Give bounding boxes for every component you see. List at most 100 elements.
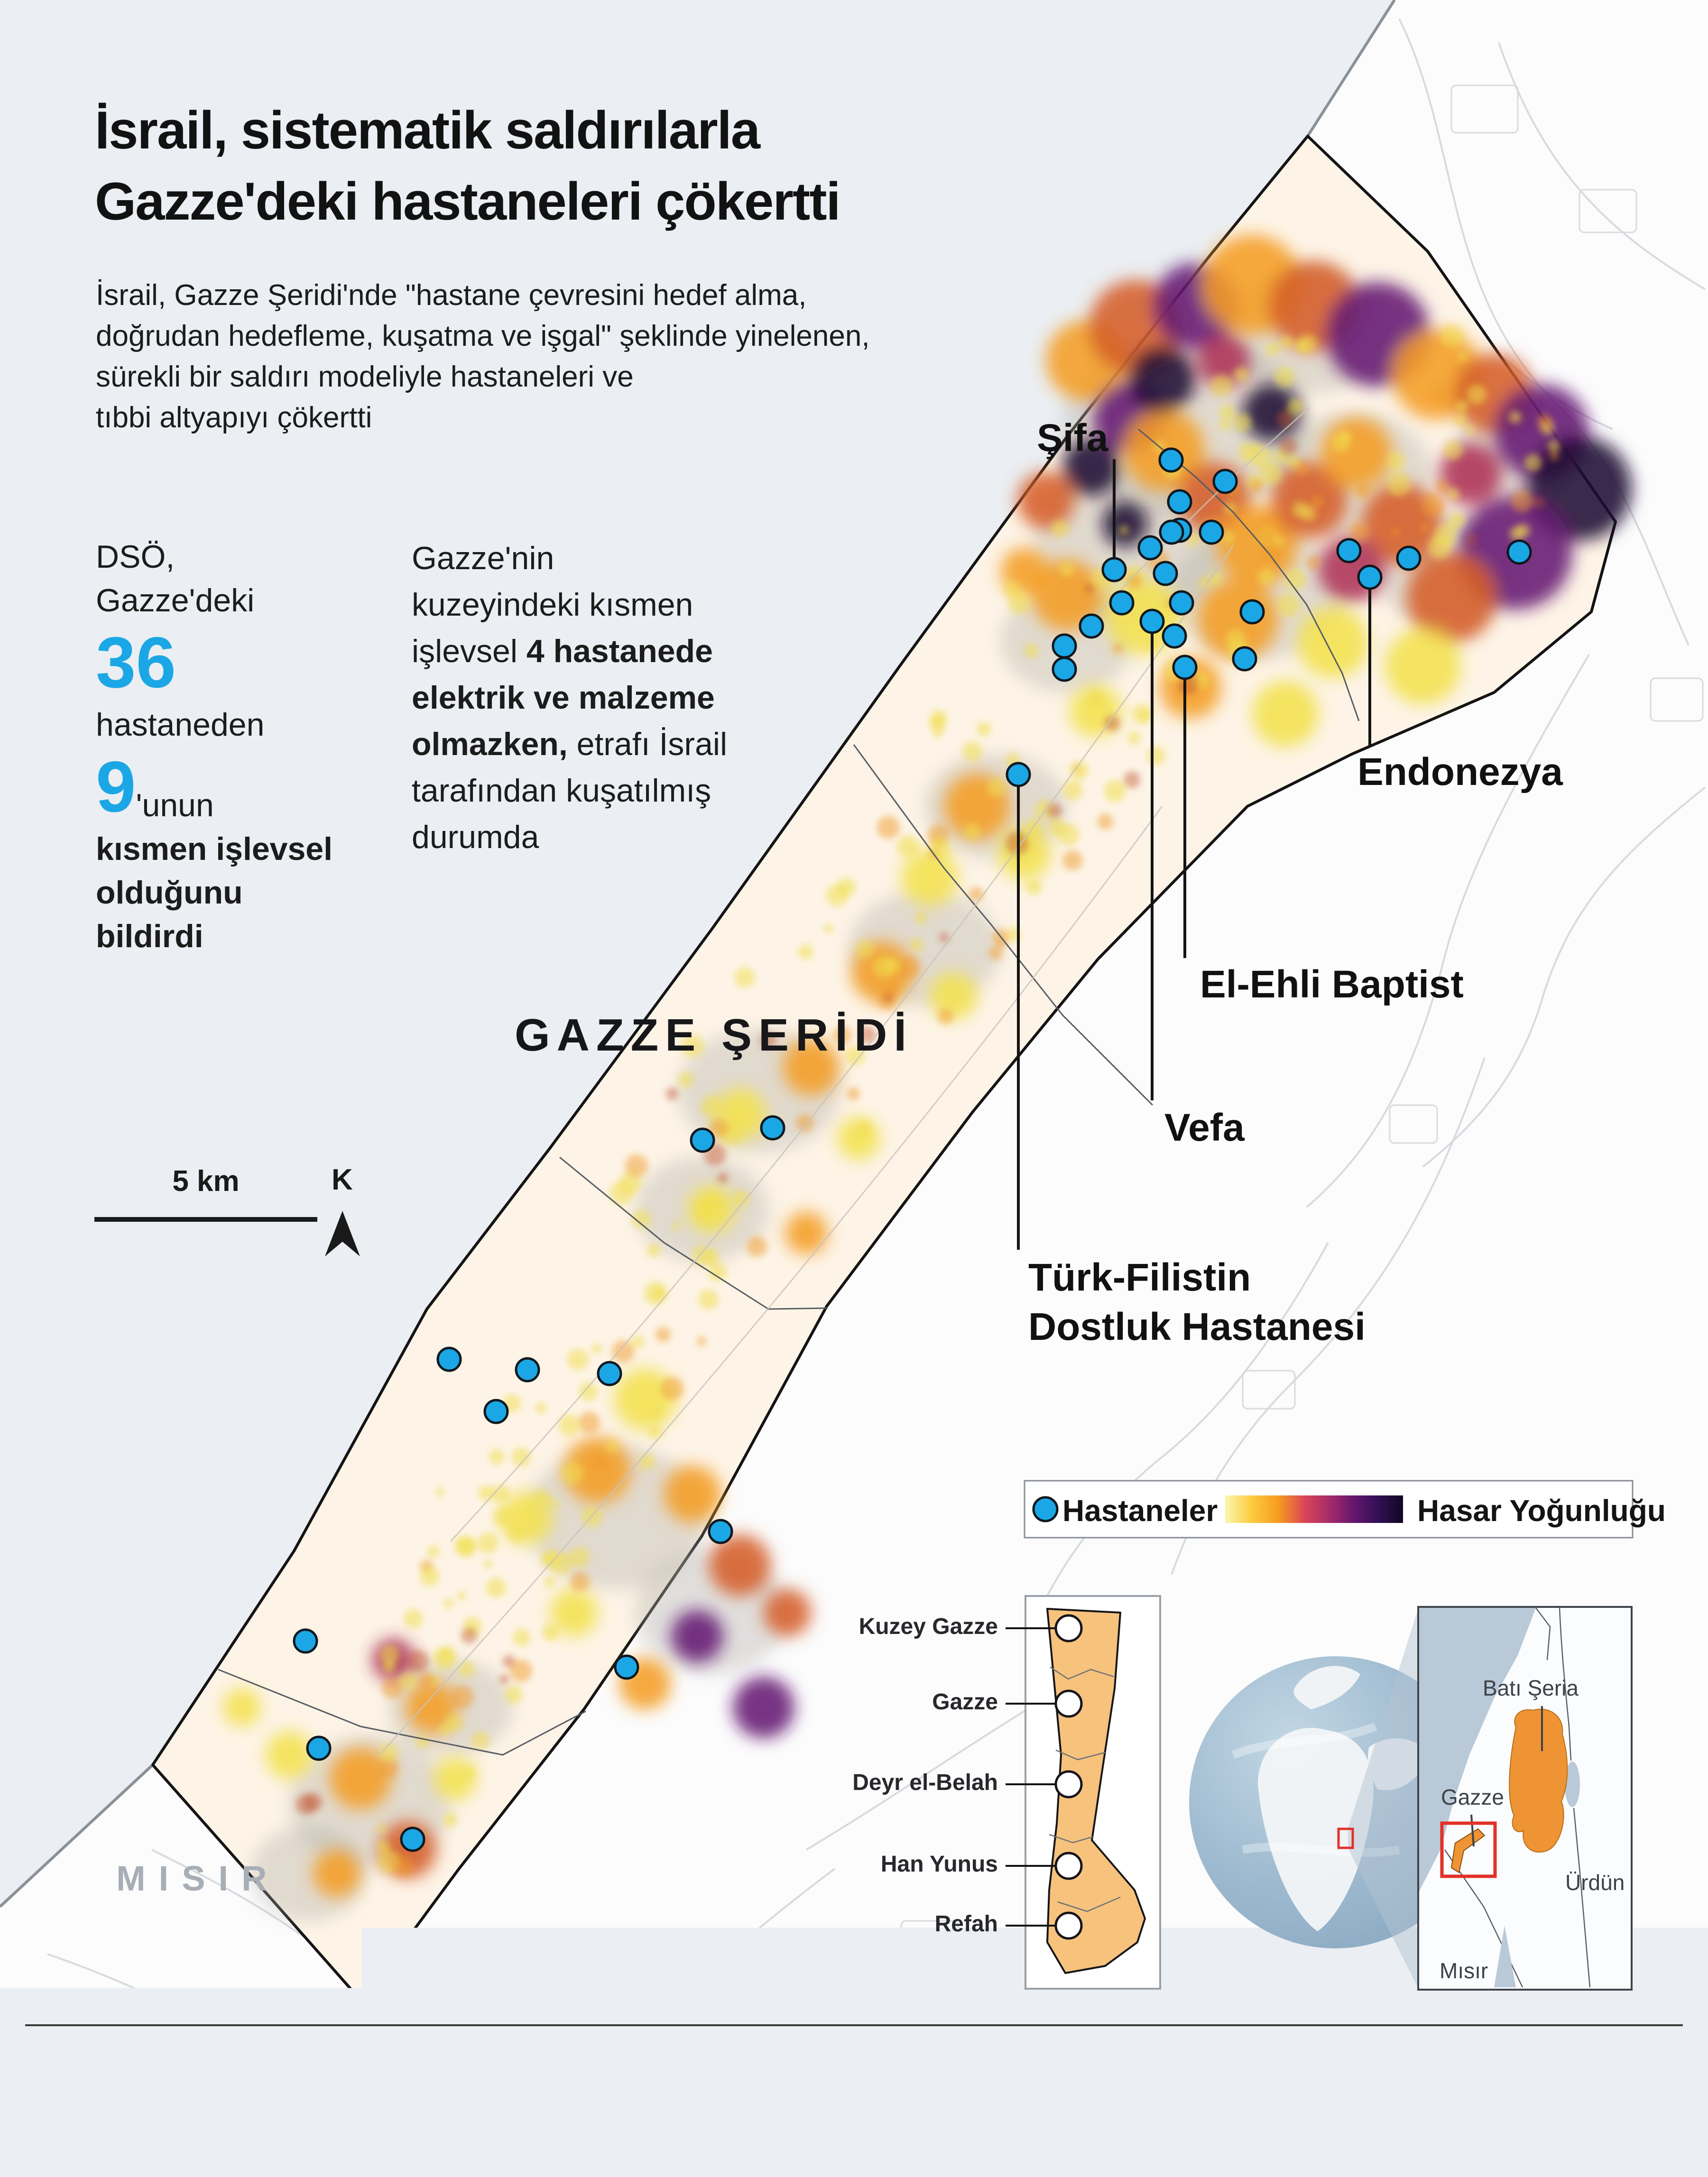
hospital-dot [307, 1737, 330, 1760]
hospital-dot [294, 1630, 317, 1652]
speckle [703, 1249, 720, 1265]
speckle [649, 1407, 660, 1418]
hospital-dot [1358, 566, 1381, 589]
speckle [1147, 747, 1165, 765]
note-line: işlevsel 4 hastanede [412, 628, 839, 674]
speckle [1537, 415, 1552, 430]
hospital-dot [691, 1129, 714, 1152]
speckle [625, 1154, 648, 1177]
stat-block: DSÖ, Gazze'deki 36 hastaneden 9'unun kıs… [96, 535, 409, 958]
speckle [997, 940, 1006, 949]
heat-blob [223, 1688, 261, 1726]
label-turk-line1: Türk-Filistin [1028, 1253, 1366, 1302]
speckle [915, 912, 927, 924]
speckle [647, 1244, 660, 1257]
speckle [883, 993, 893, 1003]
speckle [1249, 479, 1264, 493]
speckle [1456, 400, 1468, 413]
speckle [377, 1840, 390, 1853]
hospital-dot [485, 1400, 508, 1423]
speckle [1024, 643, 1039, 658]
aa-logo [1555, 2039, 1650, 2130]
title-line1: İsrail, sistematik saldırılarla [95, 95, 840, 166]
hospital-dot [1110, 591, 1133, 614]
speckle [988, 946, 1002, 960]
speckle [1458, 352, 1468, 361]
speckle [392, 1856, 413, 1877]
hospital-dot [709, 1520, 732, 1543]
district-label-han-yunus: Han Yunus [881, 1851, 998, 1877]
stat-number-9-row: 9'unun [96, 747, 409, 827]
speckle [1386, 452, 1405, 471]
speckle [1466, 535, 1477, 545]
speckle [1298, 334, 1317, 353]
note-segment: elektrik ve malzeme [412, 680, 715, 716]
speckle [398, 1672, 416, 1690]
speckle [678, 1072, 694, 1088]
hospital-dot [1397, 547, 1420, 570]
speckle [407, 1650, 429, 1672]
stat-intro: Gazze'deki [96, 579, 409, 622]
speckle [1279, 437, 1297, 456]
speckle [1051, 520, 1069, 537]
speckle [1441, 324, 1464, 347]
speckle [897, 835, 919, 858]
heat-blob [930, 972, 977, 1020]
speckle [1467, 385, 1486, 405]
speckle [1454, 414, 1467, 426]
heat-blob [764, 1589, 811, 1636]
heat-blob [1129, 346, 1195, 413]
footer-rule [25, 2024, 1683, 2026]
speckle [747, 1236, 767, 1257]
hospital-dot [1154, 562, 1177, 585]
speckle [493, 1507, 513, 1527]
scale-bar [94, 1217, 317, 1222]
speckle [798, 944, 813, 959]
speckle [1422, 493, 1445, 517]
district-circle [1056, 1853, 1081, 1879]
speckle [458, 1661, 475, 1678]
speckle [1104, 780, 1126, 803]
speckle [1275, 537, 1284, 546]
subtitle-line: tıbbi altyapıyı çökertti [96, 397, 870, 438]
stat-bold: bildirdi [96, 914, 409, 958]
page-title: İsrail, sistematik saldırılarla Gazze'de… [95, 95, 840, 237]
speckle [931, 839, 951, 859]
speckle [464, 1767, 476, 1778]
speckle [1112, 643, 1123, 654]
speckle [1349, 522, 1369, 542]
speckle [1274, 367, 1294, 387]
speckle [1259, 462, 1282, 485]
speckle [1233, 414, 1251, 432]
hospital-dot [1233, 647, 1256, 670]
heat-blob [785, 1212, 828, 1255]
scale-label: 5 km [94, 1164, 317, 1198]
speckle [592, 1344, 602, 1354]
district-circle [1056, 1615, 1081, 1641]
speckle [579, 1382, 598, 1401]
heat-blob [434, 1757, 477, 1800]
speckle [592, 1454, 608, 1469]
speckle [1443, 441, 1463, 460]
district-label-refah: Refah [935, 1911, 998, 1937]
speckle [1516, 524, 1530, 538]
district-label-kuzey-gazze: Kuzey Gazze [859, 1614, 998, 1640]
speckle [666, 1088, 679, 1100]
stat-bold: olduğunu [96, 871, 409, 914]
speckle [1062, 850, 1083, 870]
speckle [605, 1440, 619, 1453]
legend-damage-label: Hasar Yoğunluğu [1417, 1493, 1666, 1528]
label-gazze-seridi: GAZZE ŞERİDİ [515, 1009, 913, 1061]
speckle [499, 1675, 509, 1684]
hospital-dot [1141, 610, 1163, 633]
note-segment: 4 hastanede [526, 633, 713, 669]
speckle [451, 1685, 474, 1708]
hospital-dot [1508, 541, 1531, 563]
speckle [1277, 593, 1301, 617]
heat-blob [733, 1677, 794, 1738]
speckle [1356, 483, 1371, 498]
speckle [656, 1327, 671, 1342]
speckle [910, 938, 923, 951]
speckle [419, 1672, 435, 1689]
district-circle [1056, 1691, 1081, 1716]
